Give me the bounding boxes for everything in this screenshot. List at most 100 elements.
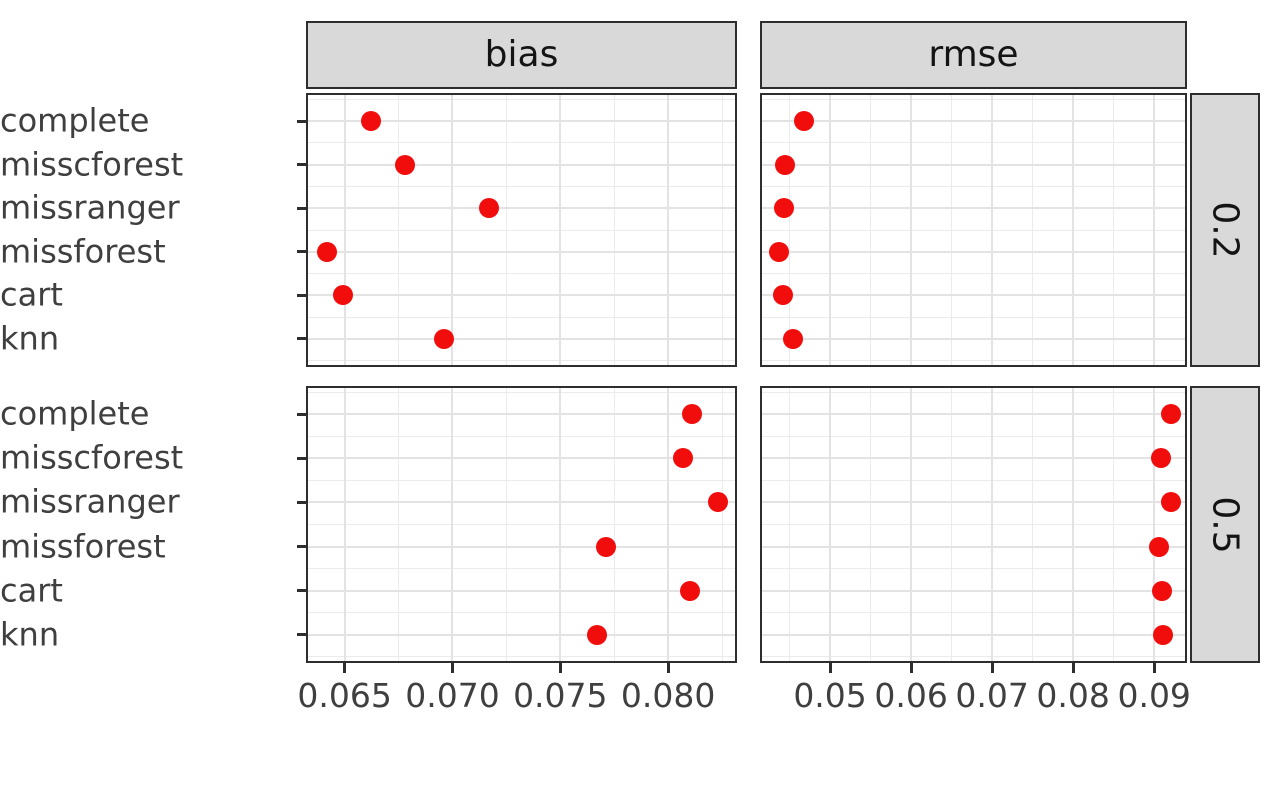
x-tick-mark (990, 663, 994, 673)
gridline-minor-horizontal (308, 612, 735, 614)
x-tick-mark (828, 663, 832, 673)
data-point (774, 154, 795, 175)
y-tick-label: complete (0, 101, 150, 140)
x-tick-label: 0.070 (405, 676, 500, 715)
data-point (673, 448, 694, 469)
data-point (1153, 624, 1174, 645)
panel-rmse-0.5 (760, 386, 1187, 663)
data-point (707, 492, 728, 513)
gridline-minor-horizontal (308, 568, 735, 570)
gridline-major-vertical (910, 388, 913, 661)
gridline-minor-horizontal (308, 391, 735, 393)
gridline-major-vertical (451, 388, 454, 661)
gridline-major-horizontal (308, 501, 735, 504)
gridline-minor-horizontal (762, 479, 1185, 481)
gridline-major-horizontal (308, 633, 735, 636)
x-tick-label: 0.05 (793, 676, 867, 715)
y-tick-label: misscforest (0, 145, 184, 184)
facet-strip-rmse-label: rmse (928, 34, 1019, 75)
y-tick-label: missforest (0, 526, 166, 565)
gridline-major-vertical (559, 388, 562, 661)
gridline-major-vertical (1153, 388, 1156, 661)
data-point (1161, 404, 1182, 425)
x-tick-label: 0.06 (874, 676, 948, 715)
panel-bias-0.2 (306, 93, 737, 367)
gridline-major-horizontal (308, 457, 735, 460)
data-point (1149, 536, 1170, 557)
panel-bias-0.5 (306, 386, 737, 663)
gridline-minor-horizontal (762, 142, 1185, 144)
x-tick-label: 0.065 (297, 676, 392, 715)
data-point (360, 111, 381, 132)
gridline-major-vertical (1153, 95, 1156, 365)
gridline-major-horizontal (762, 163, 1185, 166)
y-tick-label: cart (0, 275, 63, 314)
data-point (595, 536, 616, 557)
data-point (773, 198, 794, 219)
gridline-major-horizontal (762, 589, 1185, 592)
gridline-major-vertical (991, 388, 994, 661)
gridline-major-horizontal (308, 337, 735, 340)
gridline-minor-horizontal (308, 479, 735, 481)
x-tick-mark (343, 663, 347, 673)
data-point (1150, 448, 1171, 469)
gridline-minor-horizontal (762, 568, 1185, 570)
gridline-minor-horizontal (762, 435, 1185, 437)
x-tick-mark (558, 663, 562, 673)
gridline-minor-horizontal (762, 185, 1185, 187)
facet-strip-bias: bias (306, 21, 737, 89)
gridline-major-vertical (559, 95, 562, 365)
gridline-major-vertical (667, 388, 670, 661)
y-tick-label: missranger (0, 188, 180, 227)
data-point (769, 241, 790, 262)
gridline-major-horizontal (308, 120, 735, 123)
gridline-minor-horizontal (762, 656, 1185, 658)
gridline-major-horizontal (762, 337, 1185, 340)
gridline-major-horizontal (762, 633, 1185, 636)
gridline-minor-horizontal (308, 185, 735, 187)
gridline-major-vertical (910, 95, 913, 365)
gridline-minor-horizontal (762, 98, 1185, 100)
gridline-minor-horizontal (308, 142, 735, 144)
data-point (332, 285, 353, 306)
x-tick-label: 0.08 (1036, 676, 1110, 715)
x-tick-label: 0.07 (955, 676, 1029, 715)
x-tick-mark (450, 663, 454, 673)
gridline-major-horizontal (762, 501, 1185, 504)
gridline-minor-horizontal (762, 391, 1185, 393)
gridline-major-horizontal (308, 250, 735, 253)
y-tick-label: complete (0, 394, 150, 433)
data-point (586, 624, 607, 645)
data-point (317, 241, 338, 262)
data-point (773, 285, 794, 306)
gridline-major-horizontal (762, 545, 1185, 548)
data-point (1161, 492, 1182, 513)
x-tick-label: 0.080 (620, 676, 716, 715)
y-tick-label: knn (0, 614, 60, 653)
gridline-minor-horizontal (308, 316, 735, 318)
gridline-minor-horizontal (762, 612, 1185, 614)
facet-strip-bias-label: bias (484, 34, 559, 75)
gridline-major-horizontal (308, 163, 735, 166)
gridline-minor-horizontal (308, 435, 735, 437)
gridline-major-horizontal (308, 413, 735, 416)
x-tick-label: 0.09 (1117, 676, 1191, 715)
gridline-minor-horizontal (308, 273, 735, 275)
gridline-major-vertical (343, 95, 346, 365)
gridline-major-vertical (1072, 95, 1075, 365)
gridline-major-vertical (829, 95, 832, 365)
gridline-minor-horizontal (762, 316, 1185, 318)
gridline-minor-horizontal (308, 229, 735, 231)
facet-strip-row-0.5-label: 0.5 (1204, 495, 1246, 554)
gridline-minor-horizontal (762, 273, 1185, 275)
gridline-major-horizontal (308, 545, 735, 548)
gridline-minor-horizontal (762, 524, 1185, 525)
gridline-major-horizontal (762, 457, 1185, 460)
facet-strip-row-0.2: 0.2 (1190, 93, 1260, 367)
gridline-major-horizontal (762, 250, 1185, 253)
data-point (679, 580, 700, 601)
y-tick-label: knn (0, 319, 60, 358)
data-point (395, 154, 416, 175)
gridline-minor-horizontal (762, 229, 1185, 231)
gridline-major-horizontal (308, 589, 735, 592)
